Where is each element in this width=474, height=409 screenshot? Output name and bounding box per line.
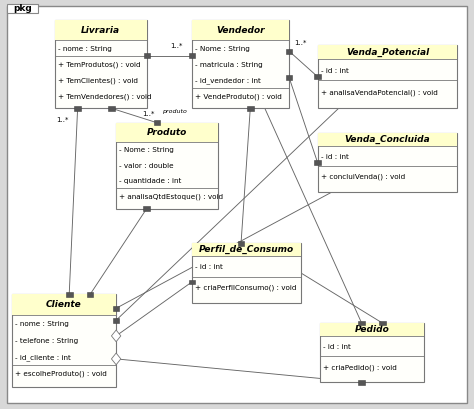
Text: + TemProdutos() : void: + TemProdutos() : void <box>58 61 140 68</box>
Polygon shape <box>189 280 195 284</box>
Text: Livraria: Livraria <box>81 26 120 35</box>
Polygon shape <box>358 321 365 326</box>
Text: - matricula : String: - matricula : String <box>195 61 263 67</box>
Polygon shape <box>74 106 81 111</box>
Text: - id : int: - id : int <box>321 68 349 74</box>
Polygon shape <box>109 106 115 111</box>
Polygon shape <box>247 106 254 111</box>
Polygon shape <box>144 53 150 58</box>
Text: + analisaQtdEstoque() : void: + analisaQtdEstoque() : void <box>119 193 224 200</box>
Text: 1..*: 1..* <box>56 117 68 123</box>
Text: - quantidade : int: - quantidade : int <box>119 178 182 184</box>
Bar <box>318 133 457 192</box>
Polygon shape <box>66 292 73 297</box>
Polygon shape <box>143 206 150 211</box>
Text: + analisaVendaPotencial() : void: + analisaVendaPotencial() : void <box>321 89 438 96</box>
Text: + criaPerfIlConsumo() : void: + criaPerfIlConsumo() : void <box>195 284 297 291</box>
Polygon shape <box>314 160 321 165</box>
Polygon shape <box>111 353 121 365</box>
Text: - nome : String: - nome : String <box>58 45 112 52</box>
Text: Vendedor: Vendedor <box>216 26 265 35</box>
Text: Produto: Produto <box>147 128 187 137</box>
Text: + criaPedido() : void: + criaPedido() : void <box>323 364 397 371</box>
Polygon shape <box>113 306 119 310</box>
Text: - id : int: - id : int <box>323 344 351 350</box>
Polygon shape <box>286 49 292 54</box>
Text: - nome : String: - nome : String <box>15 321 69 327</box>
Bar <box>12 294 116 315</box>
Text: Venda_Concluida: Venda_Concluida <box>345 135 430 144</box>
Text: - Nome : String: - Nome : String <box>195 45 250 52</box>
Bar <box>318 45 457 108</box>
Polygon shape <box>379 321 386 326</box>
Text: - id_vendedor : int: - id_vendedor : int <box>195 77 261 84</box>
Polygon shape <box>154 120 160 125</box>
Text: produto: produto <box>162 109 186 114</box>
Text: + escolheProduto() : void: + escolheProduto() : void <box>15 371 107 377</box>
Bar <box>116 123 218 209</box>
Bar <box>116 123 218 142</box>
Bar <box>318 45 457 59</box>
Text: Venda_Potencial: Venda_Potencial <box>346 47 429 56</box>
Text: 1..*: 1..* <box>142 110 155 117</box>
Text: + TemVendedores() : void: + TemVendedores() : void <box>58 93 152 100</box>
Bar <box>192 20 289 108</box>
Text: - Nome : String: - Nome : String <box>119 147 174 153</box>
Polygon shape <box>111 330 121 342</box>
Bar <box>55 20 147 40</box>
Text: - id_cliente : int: - id_cliente : int <box>15 354 71 361</box>
Bar <box>192 243 301 256</box>
Text: - id : int: - id : int <box>195 265 223 270</box>
Bar <box>55 20 147 108</box>
Bar <box>7 4 38 13</box>
Text: 1..*: 1..* <box>171 43 183 49</box>
Text: + TemClientes() : void: + TemClientes() : void <box>58 77 138 84</box>
Text: - telefone : String: - telefone : String <box>15 337 78 344</box>
Bar <box>320 323 424 382</box>
Text: + VendeProduto() : void: + VendeProduto() : void <box>195 93 282 100</box>
Bar <box>320 323 424 336</box>
Polygon shape <box>189 53 195 58</box>
Text: - id : int: - id : int <box>321 154 349 160</box>
Text: + concluiVenda() : void: + concluiVenda() : void <box>321 174 405 180</box>
Bar <box>12 294 116 387</box>
Polygon shape <box>358 380 365 385</box>
Polygon shape <box>237 241 245 246</box>
Bar <box>192 243 301 303</box>
Polygon shape <box>314 74 321 79</box>
Polygon shape <box>87 292 93 297</box>
Polygon shape <box>113 318 119 323</box>
Text: pkg: pkg <box>13 4 32 13</box>
Text: 1..*: 1..* <box>294 40 306 46</box>
Text: Perfil_de_Consumo: Perfil_de_Consumo <box>199 245 294 254</box>
Text: - valor : double: - valor : double <box>119 163 174 169</box>
Text: Cliente: Cliente <box>46 300 82 309</box>
Text: Pedido: Pedido <box>355 325 390 334</box>
Bar <box>318 133 457 146</box>
Bar <box>192 20 289 40</box>
Polygon shape <box>286 75 292 80</box>
